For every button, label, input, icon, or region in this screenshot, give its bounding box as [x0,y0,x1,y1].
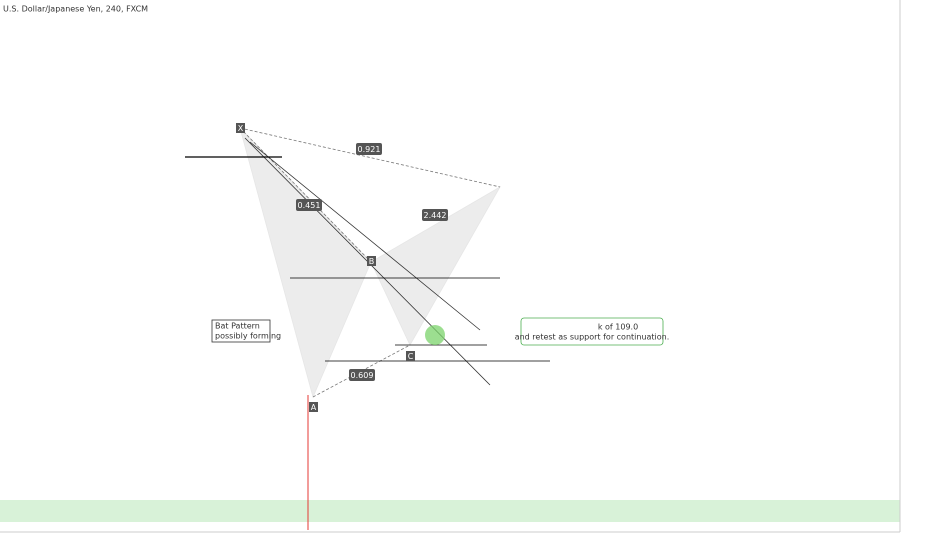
notes: Bat Pattern possibly forming k of 109.0 … [211,317,670,346]
chart-title: U.S. Dollar/Japanese Yen, 240, FXCM [3,5,148,14]
price-axis [900,0,932,550]
pattern-xd [239,127,501,188]
ratio-label: 0.609 [351,371,374,380]
note-box [211,319,271,343]
note-text: and retest as support for continuation. [515,333,670,342]
point-label: A [311,403,317,412]
ratio-label: 2.442 [424,211,447,220]
point-box [367,256,376,266]
ratio-label: 0.451 [298,201,321,210]
point-label: C [408,352,414,361]
trend-line [249,141,481,331]
pattern-bcd [370,185,502,346]
point-box [406,351,415,361]
point-label: X [238,124,244,133]
ratio-box [349,369,375,381]
point-box [309,402,318,412]
pattern-xab [239,126,372,399]
pattern-labels: X A B C 0.921 0.451 2.442 0.609 [236,123,448,412]
note-text: possibly forming [215,332,281,341]
ratio-label: 0.921 [358,145,381,154]
support-zone [0,500,900,522]
note-text: k of 109.0 [598,323,638,332]
point-label: B [369,257,375,266]
note-box [520,317,664,346]
legend: U.S. Dollar/Japanese Yen, 240, FXCM [3,5,148,14]
note-text: Bat Pattern [215,322,260,331]
ratio-box [356,143,382,155]
ratio-box [422,209,448,221]
ratio-box [296,199,322,211]
highlight-circle [425,325,445,345]
point-box [236,123,245,133]
pattern-xb [239,127,372,263]
